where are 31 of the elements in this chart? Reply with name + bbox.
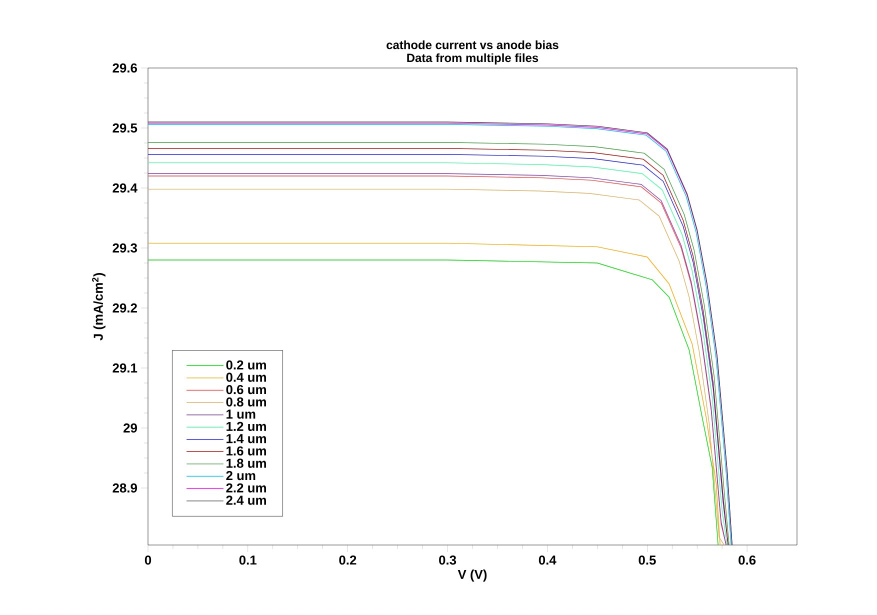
x-tick-label: 0.1 (239, 556, 256, 565)
y-tick-label: 29.3 (112, 243, 138, 253)
y-axis-title: J (mA/cm$^{2}$) (92, 273, 106, 340)
y-tick-label: 29.5 (112, 123, 138, 133)
legend-label: 0.6 um (226, 385, 266, 394)
legend-label: 1.2 um (226, 422, 266, 432)
legend-label: 2.4 um (226, 496, 266, 505)
y-tick-label: 29.2 (112, 303, 137, 313)
legend-label: 0.4 um (226, 372, 266, 382)
legend-label: 2.2 um (226, 483, 266, 492)
x-tick-label: 0.6 (738, 556, 756, 565)
chart-title: cathode current vs anode bias (386, 40, 558, 50)
x-tick-label: 0 (144, 556, 152, 565)
chart-subtitle: Data from multiple files (407, 53, 538, 64)
legend-label: 2 um (226, 471, 256, 480)
legend-label: 0.8 um (226, 397, 266, 407)
x-tick-label: 0.5 (638, 556, 656, 565)
x-tick-label: 0.2 (339, 556, 356, 565)
legend-label: 1 um (226, 410, 256, 419)
y-tick-label: 29.1 (112, 363, 138, 373)
y-tick-label: 29.4 (112, 183, 138, 193)
y-tick-label: 29 (124, 423, 137, 433)
y-tick-label: 29.6 (112, 63, 138, 73)
legend-label: 1.8 um (226, 458, 266, 468)
x-tick-label: 0.3 (439, 556, 456, 565)
legend-label: 0.2 um (226, 360, 266, 370)
x-tick-label: 0.4 (538, 556, 556, 565)
y-tick-label: 28.9 (112, 483, 137, 493)
legend-label: 1.6 um (226, 446, 266, 456)
legend-label: 1.4 um (226, 434, 266, 444)
x-axis-title: V (V) (458, 570, 487, 582)
